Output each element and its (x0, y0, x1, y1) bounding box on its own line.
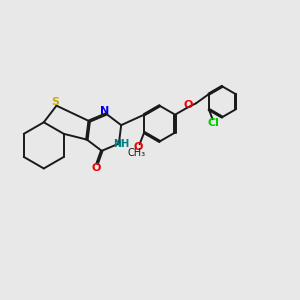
Text: Cl: Cl (207, 118, 219, 128)
Text: NH: NH (113, 139, 130, 148)
Text: O: O (92, 164, 101, 173)
Text: O: O (134, 142, 143, 152)
Text: N: N (100, 106, 110, 116)
Text: CH₃: CH₃ (128, 148, 146, 158)
Text: O: O (183, 100, 193, 110)
Text: S: S (52, 97, 60, 107)
